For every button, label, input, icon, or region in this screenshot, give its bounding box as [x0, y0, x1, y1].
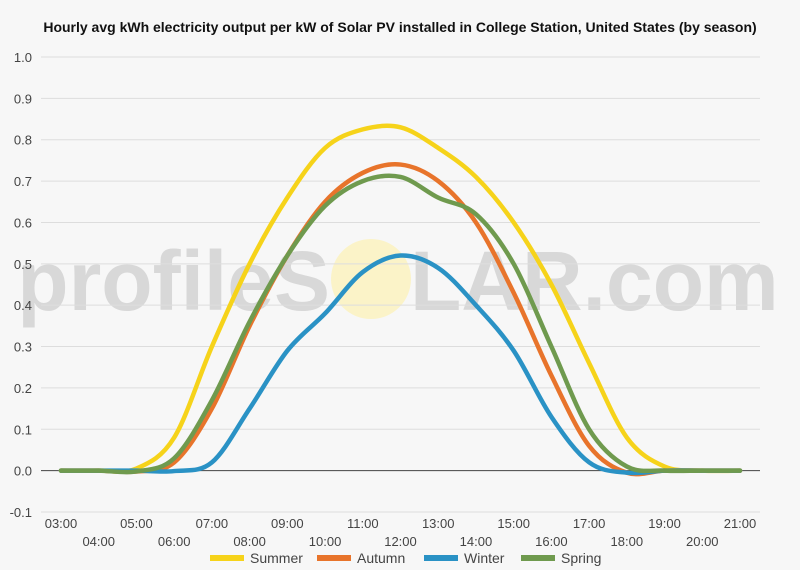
legend-swatch: [210, 555, 244, 561]
legend-label: Winter: [464, 550, 505, 566]
x-tick-label: 18:00: [611, 534, 644, 549]
watermark-text-left: profileS: [17, 234, 330, 328]
legend: Summer Autumn Winter Spring: [210, 550, 601, 566]
x-tick-label: 04:00: [82, 534, 115, 549]
legend-swatch: [317, 555, 351, 561]
y-tick-label: 0.1: [14, 422, 32, 437]
series-line-summer: [58, 123, 743, 474]
series-line-spring: [58, 173, 743, 475]
x-tick-label: 15:00: [497, 516, 530, 531]
y-tick-label: 0.2: [14, 381, 32, 396]
watermark-text-right: LAR.com: [410, 234, 779, 328]
x-tick-label: 16:00: [535, 534, 568, 549]
y-tick-label: 1.0: [14, 50, 32, 65]
legend-swatch: [424, 555, 458, 561]
x-tick-label: 12:00: [384, 534, 417, 549]
grid: [41, 56, 760, 513]
y-tick-label: 0.9: [14, 91, 32, 106]
x-tick-label: 13:00: [422, 516, 455, 531]
x-tick-label: 06:00: [158, 534, 191, 549]
y-tick-label: -0.1: [10, 505, 32, 520]
x-tick-label: 19:00: [648, 516, 681, 531]
x-tick-label: 17:00: [573, 516, 606, 531]
legend-swatch: [521, 555, 555, 561]
y-tick-label: 0.5: [14, 257, 32, 272]
x-tick-label: 20:00: [686, 534, 719, 549]
x-tick-label: 10:00: [309, 534, 342, 549]
x-tick-label: 11:00: [347, 516, 379, 531]
x-tick-label: 21:00: [724, 516, 757, 531]
watermark: profileS LAR.com: [17, 234, 778, 328]
legend-label: Spring: [561, 550, 601, 566]
x-tick-label: 05:00: [120, 516, 153, 531]
legend-item-winter[interactable]: Winter: [424, 550, 505, 566]
legend-label: Summer: [250, 550, 303, 566]
x-tick-label: 03:00: [45, 516, 78, 531]
y-tick-label: 0.7: [14, 174, 32, 189]
x-axis: 03:00 04:00 05:00 06:00 07:00 08:00 09:00 10:00…: [45, 516, 757, 549]
y-axis: -0.1 0.0 0.1 0.2 0.3 0.4 0.5 0.6 0.7 0.8 0.9 1.0: [10, 50, 32, 520]
series-lines: [58, 123, 743, 477]
y-tick-label: 0.6: [14, 215, 32, 230]
y-tick-label: 0.4: [14, 298, 32, 313]
legend-item-autumn[interactable]: Autumn: [317, 550, 405, 566]
watermark-sun-logo: [331, 239, 411, 319]
legend-item-summer[interactable]: Summer: [210, 550, 303, 566]
x-tick-label: 07:00: [196, 516, 229, 531]
series-line-winter: [58, 253, 743, 476]
legend-item-spring[interactable]: Spring: [521, 550, 601, 566]
legend-label: Autumn: [357, 550, 405, 566]
y-tick-label: 0.8: [14, 133, 32, 148]
y-tick-label: 0.0: [14, 464, 32, 479]
x-tick-label: 09:00: [271, 516, 304, 531]
x-tick-label: 08:00: [233, 534, 266, 549]
chart-title: Hourly avg kWh electricity output per kW…: [43, 19, 757, 35]
y-tick-label: 0.3: [14, 340, 32, 355]
x-tick-label: 14:00: [460, 534, 493, 549]
